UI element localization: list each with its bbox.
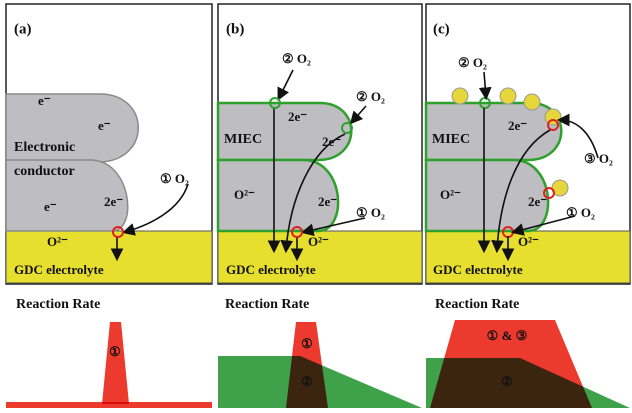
rate-peak (102, 322, 129, 404)
annotation: O²⁻ (47, 234, 68, 249)
annotation: ① O₂ (160, 171, 189, 186)
electrolyte-label: GDC electrolyte (433, 262, 523, 277)
annotation: MIEC (224, 132, 262, 147)
electrolyte-label: GDC electrolyte (14, 262, 104, 277)
annotation: 2e⁻ (528, 194, 547, 209)
particle (545, 109, 561, 125)
panel-label: (a) (14, 21, 32, 37)
panel-label: (b) (226, 21, 244, 37)
particle (524, 94, 540, 110)
annotation: O²⁻ (234, 187, 255, 202)
annotation: 2e⁻ (322, 134, 341, 149)
annotation: ① O₂ (356, 205, 385, 220)
annotation: O²⁻ (308, 234, 329, 249)
rate-label: ① (301, 336, 313, 351)
annotation: conductor (14, 164, 75, 179)
annotation: ② O₂ (458, 55, 487, 70)
rate-title: Reaction Rate (435, 297, 519, 312)
rate-label: ① (109, 344, 121, 359)
particle (500, 88, 516, 104)
electrolyte-label: GDC electrolyte (226, 262, 316, 277)
rate-label: ① & ③ (487, 328, 528, 343)
annotation: 2e⁻ (288, 109, 307, 124)
panel-c: (c) ② O₂ 2e⁻ MIEC ③ O₂ O²⁻ 2e⁻ ① O₂ O²⁻ … (426, 4, 630, 284)
panel-a: (a) e⁻ e⁻ Electronic conductor e⁻ 2e⁻ ① … (6, 4, 212, 284)
annotation: ② O₂ (356, 89, 385, 104)
panel-label: (c) (433, 21, 450, 37)
rate-title: Reaction Rate (225, 297, 309, 312)
annotation: ③ O₂ (584, 151, 613, 166)
annotation: e⁻ (44, 199, 57, 214)
annotation: ② O₂ (282, 51, 311, 66)
rate-title: Reaction Rate (16, 297, 100, 312)
rate-plots: Reaction Rate ① Reaction Rate ① ② Reacti… (6, 297, 630, 408)
annotation: 2e⁻ (104, 194, 123, 209)
rate-label: ② (501, 374, 513, 389)
panel-b: (b) ② O₂ ② O₂ 2e⁻ 2e⁻ MIEC O²⁻ 2e⁻ ① O₂ … (218, 4, 422, 284)
particle (452, 88, 468, 104)
annotation: Electronic (14, 140, 75, 155)
annotation: e⁻ (38, 93, 51, 108)
diagram: (a) e⁻ e⁻ Electronic conductor e⁻ 2e⁻ ① … (0, 0, 632, 413)
rate-label: ② (301, 374, 313, 389)
annotation: MIEC (432, 132, 470, 147)
annotation: ① O₂ (566, 205, 595, 220)
rate-peak (286, 322, 328, 408)
annotation: 2e⁻ (508, 118, 527, 133)
annotation: e⁻ (98, 118, 111, 133)
annotation: O²⁻ (440, 187, 461, 202)
annotation: 2e⁻ (318, 194, 337, 209)
annotation: O²⁻ (518, 234, 539, 249)
